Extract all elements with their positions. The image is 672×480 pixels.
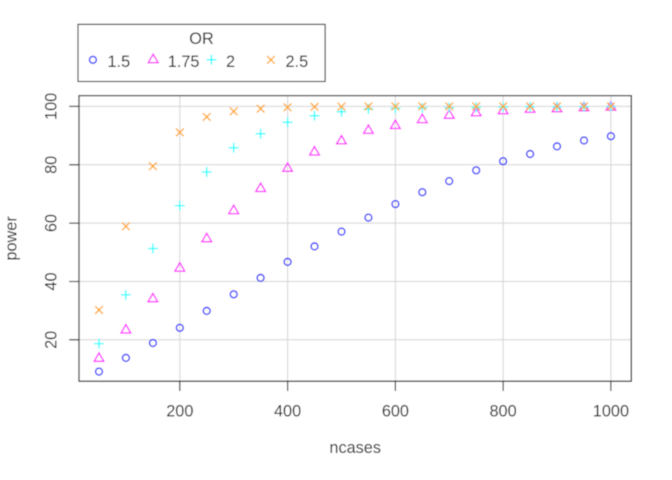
svg-text:600: 600 [382,402,409,420]
svg-text:OR: OR [189,30,213,48]
svg-text:2: 2 [226,53,235,71]
svg-text:1.5: 1.5 [108,53,131,71]
svg-text:1000: 1000 [593,402,629,420]
svg-text:40: 40 [42,272,60,290]
svg-text:power: power [2,216,20,261]
svg-text:400: 400 [274,402,301,420]
svg-text:ncases: ncases [329,439,381,457]
svg-text:100: 100 [42,93,60,120]
svg-text:60: 60 [42,214,60,232]
svg-text:80: 80 [42,156,60,174]
svg-text:1.75: 1.75 [168,53,200,71]
svg-text:800: 800 [490,402,517,420]
svg-text:2.5: 2.5 [286,53,309,71]
svg-text:200: 200 [166,402,193,420]
svg-text:20: 20 [42,331,60,349]
